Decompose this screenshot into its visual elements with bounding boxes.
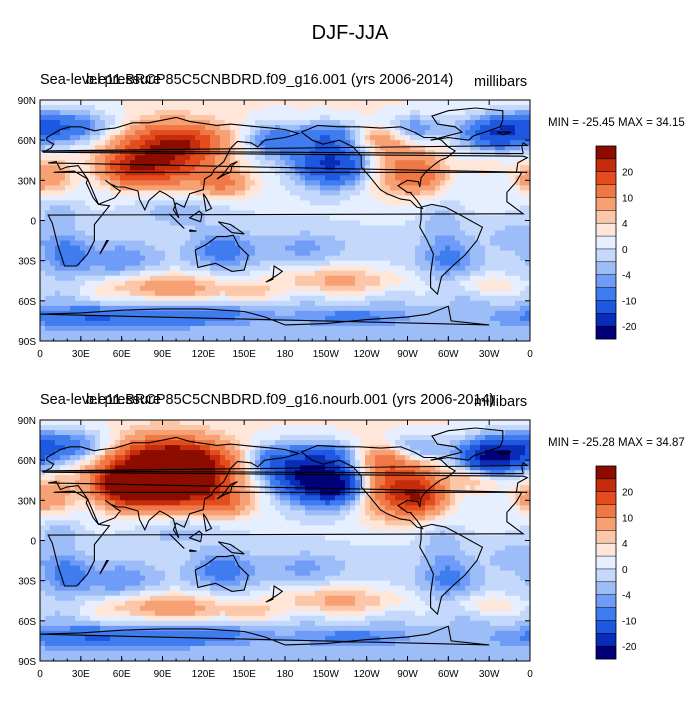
- colorbar-box: [596, 197, 616, 210]
- colorbar-box: [596, 288, 616, 301]
- x-tick-label: 0: [37, 349, 43, 360]
- colorbar-box: [596, 326, 616, 339]
- colorbar-label: 20: [622, 168, 634, 179]
- y-tick-label: 90N: [18, 96, 36, 107]
- y-tick-label: 60N: [18, 136, 36, 147]
- x-tick-label: 90E: [154, 349, 172, 360]
- x-tick-label: 120W: [354, 349, 381, 360]
- colorbar-box: [596, 210, 616, 223]
- colorbar-box: [596, 492, 616, 505]
- y-tick-label: 30S: [18, 577, 36, 588]
- colorbar-label: 0: [622, 565, 628, 576]
- colorbar-box: [596, 556, 616, 569]
- colorbar-label: -4: [622, 591, 631, 602]
- colorbar: 20 10 4 0 -4 -10 -20: [596, 146, 637, 339]
- colorbar-box: [596, 517, 616, 530]
- y-tick-label: 0: [30, 537, 36, 548]
- colorbar-label: 4: [622, 539, 628, 550]
- x-tick-label: 60W: [438, 669, 459, 680]
- colorbar-label: 4: [622, 219, 628, 230]
- colorbar-box: [596, 569, 616, 582]
- colorbar-box: [596, 223, 616, 236]
- page-title: DJF-JJA: [0, 22, 700, 45]
- colorbar-label: -10: [622, 296, 637, 307]
- x-tick-label: 30W: [479, 669, 500, 680]
- colorbar: 20 10 4 0 -4 -10 -20: [596, 466, 637, 659]
- x-tick-label: 120E: [192, 669, 216, 680]
- x-tick-label: 150W: [313, 669, 340, 680]
- colorbar-box: [596, 236, 616, 249]
- colorbar-label: -20: [622, 642, 637, 653]
- panel-top: Sea-level pressure b.e11.BRCP85C5CNBDRD.…: [0, 60, 700, 390]
- colorbar-box: [596, 620, 616, 633]
- y-tick-label: 90N: [18, 416, 36, 427]
- x-tick-label: 180: [277, 349, 294, 360]
- colorbar-box: [596, 262, 616, 275]
- x-tick-label: 30E: [72, 349, 90, 360]
- x-tick-label: 90E: [154, 669, 172, 680]
- y-tick-label: 0: [30, 217, 36, 228]
- x-tick-label: 0: [527, 349, 533, 360]
- colorbar-box: [596, 633, 616, 646]
- x-tick-label: 180: [277, 669, 294, 680]
- colorbar-box: [596, 608, 616, 621]
- y-tick-label: 60S: [18, 297, 36, 308]
- x-tick-label: 0: [527, 669, 533, 680]
- x-tick-label: 120W: [354, 669, 381, 680]
- colorbar-box: [596, 159, 616, 172]
- colorbar-box: [596, 543, 616, 556]
- x-tick-label: 60E: [113, 349, 131, 360]
- colorbar-box: [596, 249, 616, 262]
- x-tick-label: 150W: [313, 349, 340, 360]
- x-tick-label: 0: [37, 669, 43, 680]
- colorbar-box: [596, 172, 616, 185]
- x-tick-label: 90W: [397, 349, 418, 360]
- colorbar-label: -4: [622, 271, 631, 282]
- y-tick-label: 90S: [18, 337, 36, 348]
- panel-bottom: Sea-level pressure b.e11.BRCP85C5CNBDRD.…: [0, 380, 700, 710]
- y-tick-label: 60N: [18, 456, 36, 467]
- x-tick-label: 120E: [192, 349, 216, 360]
- colorbar-label: 20: [622, 488, 634, 499]
- colorbar-box: [596, 146, 616, 159]
- colorbar-box: [596, 185, 616, 198]
- colorbar-box: [596, 313, 616, 326]
- colorbar-box: [596, 646, 616, 659]
- x-tick-label: 30W: [479, 349, 500, 360]
- colorbar-box: [596, 595, 616, 608]
- y-tick-label: 90S: [18, 657, 36, 668]
- contour-fill: [40, 420, 531, 662]
- x-tick-label: 60W: [438, 349, 459, 360]
- x-tick-label: 150E: [232, 669, 256, 680]
- y-tick-label: 30S: [18, 257, 36, 268]
- colorbar-box: [596, 582, 616, 595]
- y-tick-label: 60S: [18, 617, 36, 628]
- colorbar-label: -20: [622, 322, 637, 333]
- colorbar-box: [596, 505, 616, 518]
- colorbar-box: [596, 530, 616, 543]
- y-tick-label: 30N: [18, 496, 36, 507]
- x-tick-label: 150E: [232, 349, 256, 360]
- x-tick-label: 30E: [72, 669, 90, 680]
- colorbar-box: [596, 275, 616, 288]
- colorbar-label: 10: [622, 193, 634, 204]
- colorbar-label: 0: [622, 245, 628, 256]
- colorbar-label: -10: [622, 616, 637, 627]
- y-tick-label: 30N: [18, 176, 36, 187]
- contour-fill: [40, 100, 531, 342]
- colorbar-box: [596, 479, 616, 492]
- colorbar-label: 10: [622, 513, 634, 524]
- x-tick-label: 90W: [397, 669, 418, 680]
- colorbar-box: [596, 466, 616, 479]
- colorbar-box: [596, 300, 616, 313]
- x-tick-label: 60E: [113, 669, 131, 680]
